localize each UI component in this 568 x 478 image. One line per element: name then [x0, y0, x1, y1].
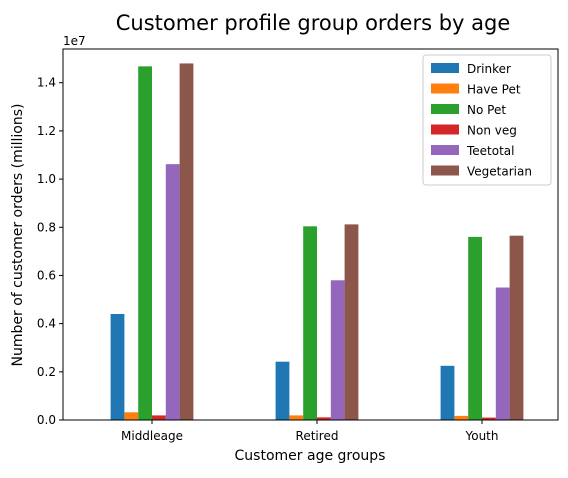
- y-tick-label: 1.4: [37, 76, 56, 90]
- legend-label-non-veg: Non veg: [467, 124, 517, 138]
- bar-no-pet-youth: [468, 236, 482, 420]
- y-tick-label: 1.0: [37, 172, 56, 186]
- y-scale-note: 1e7: [63, 34, 86, 48]
- bar-vegetarian-retired: [344, 224, 359, 420]
- y-tick-label: 0.6: [37, 268, 56, 282]
- y-tick-label: 0.0: [37, 413, 56, 427]
- y-tick-label: 0.8: [37, 220, 56, 234]
- bar-have-pet-middleage: [124, 412, 139, 420]
- legend-label-have-pet: Have Pet: [467, 83, 521, 97]
- legend-label-drinker: Drinker: [467, 62, 511, 76]
- x-tick-label: Middleage: [121, 429, 183, 443]
- chart-title: Customer profile group orders by age: [116, 11, 511, 35]
- bar-non-veg-retired: [317, 417, 331, 420]
- x-axis-label: Customer age groups: [235, 448, 386, 464]
- bar-teetotal-middleage: [165, 164, 180, 420]
- y-axis-label: Number of customer orders (millions): [10, 104, 26, 367]
- plot-frame: [62, 48, 559, 421]
- legend-label-vegetarian: Vegetarian: [467, 165, 532, 179]
- bar-non-veg-middleage: [152, 415, 166, 420]
- bar-no-pet-middleage: [138, 66, 152, 420]
- bar-drinker-middleage: [110, 314, 125, 420]
- y-tick-label: 0.4: [37, 317, 56, 331]
- legend-swatch-non-veg: [431, 124, 459, 135]
- y-tick-label: 1.2: [37, 124, 56, 138]
- y-tick-label: 0.2: [37, 365, 56, 379]
- bar-have-pet-youth: [454, 415, 469, 420]
- legend: Drinker Have Pet No Pet Non veg Teetotal Vege…: [422, 54, 552, 186]
- bar-no-pet-retired: [303, 226, 317, 420]
- legend-label-teetotal: Teetotal: [466, 144, 515, 158]
- x-tick-label: Youth: [465, 429, 499, 443]
- legend-label-no-pet: No Pet: [467, 103, 506, 117]
- legend-swatch-teetotal: [431, 145, 459, 155]
- bar-have-pet-retired: [289, 415, 304, 420]
- x-tick-label: Retired: [296, 429, 339, 443]
- bar-non-veg-youth: [482, 417, 496, 420]
- bar-teetotal-youth: [495, 287, 510, 420]
- bar-teetotal-retired: [330, 280, 345, 420]
- legend-swatch-no-pet: [431, 104, 459, 114]
- bar-drinker-youth: [440, 365, 455, 420]
- legend-swatch-vegetarian: [431, 165, 459, 176]
- bar-vegetarian-middleage: [179, 63, 194, 420]
- plot-area: 0.0 0.2 0.4 0.6 0.8 1.0 1.2 1.4 Middleage Retired…: [37, 48, 559, 443]
- bar-vegetarian-youth: [509, 235, 524, 420]
- legend-swatch-drinker: [431, 63, 459, 73]
- bar-drinker-retired: [275, 361, 290, 420]
- legend-swatch-have-pet: [431, 83, 459, 94]
